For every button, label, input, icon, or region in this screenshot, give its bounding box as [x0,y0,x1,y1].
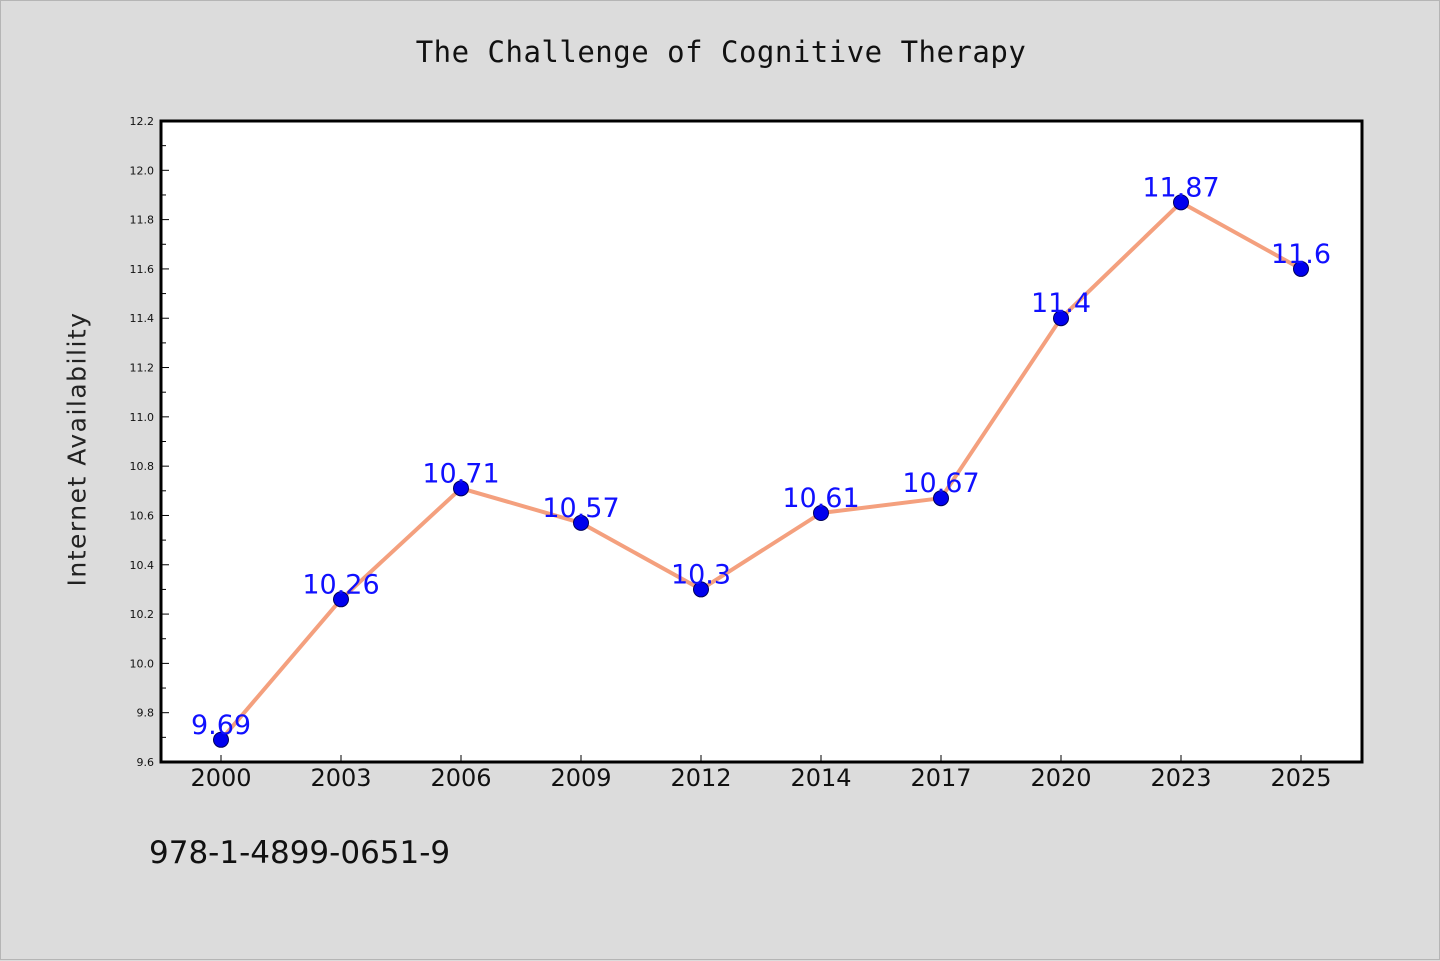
data-label: 10.57 [542,493,619,524]
y-tick-label: 12.0 [130,164,155,177]
x-tick-label: 2003 [310,764,371,792]
y-axis: 9.6 9.8 10.0 10.2 10.4 10.6 10.8 11.0 11.2 11.4 11… [130,115,169,769]
plot-frame [159,119,1364,764]
data-point [1173,194,1189,211]
data-point [333,591,349,608]
y-tick-label: 10.4 [130,559,155,572]
data-label: 9.69 [191,710,251,741]
y-tick-label: 11.4 [130,312,155,325]
data-label: 10.26 [302,569,379,600]
chart-title: The Challenge of Cognitive Therapy [415,35,1027,69]
data-point [933,490,949,507]
data-label: 11.6 [1271,239,1331,270]
y-tick-label: 11.0 [130,411,155,424]
data-label: 10.3 [671,559,731,590]
data-point [573,514,589,531]
x-tick-label: 2020 [1030,764,1091,792]
x-tick-label: 2023 [1150,764,1211,792]
x-tick-label: 2025 [1270,764,1331,792]
data-label: 10.71 [422,458,499,489]
data-point [453,480,469,497]
data-point [693,581,709,598]
data-label: 11.87 [1142,172,1219,203]
data-point [1293,260,1309,277]
data-point [813,504,829,521]
x-tick-label: 2006 [430,764,491,792]
data-label-layer: 9.69 10.26 10.71 10.57 10.3 10.61 10.67 11.4 11.… [191,172,1331,740]
isbn-code: 978-1-4899-0651-9 [149,835,451,871]
x-tick-label: 2014 [790,764,851,792]
series-line [219,200,1303,742]
x-tick-label: 2009 [550,764,611,792]
data-point [1053,310,1069,327]
plot-area [159,119,1364,764]
y-tick-label: 10.2 [130,608,155,621]
y-tick-label: 11.8 [130,214,155,227]
series-layer [213,194,1309,748]
y-tick-label: 11.6 [130,263,155,276]
x-tick-label: 2012 [670,764,731,792]
y-tick-label: 12.2 [130,115,155,128]
y-tick-label: 10.8 [130,460,155,473]
data-label: 10.61 [782,483,859,514]
data-label: 11.4 [1031,288,1091,319]
y-tick-label: 11.2 [130,362,155,375]
y-tick-label: 9.8 [137,707,155,720]
data-point [213,731,229,748]
y-tick-label: 10.6 [130,509,155,522]
data-label: 10.67 [902,468,979,499]
x-tick-label: 2017 [910,764,971,792]
x-tick-label: 2000 [190,764,251,792]
y-tick-label: 9.6 [137,756,155,769]
y-tick-label: 10.0 [130,657,155,670]
x-axis: 2000 2003 2006 2009 2012 2014 2017 2020 2023 2025 [190,755,1332,792]
